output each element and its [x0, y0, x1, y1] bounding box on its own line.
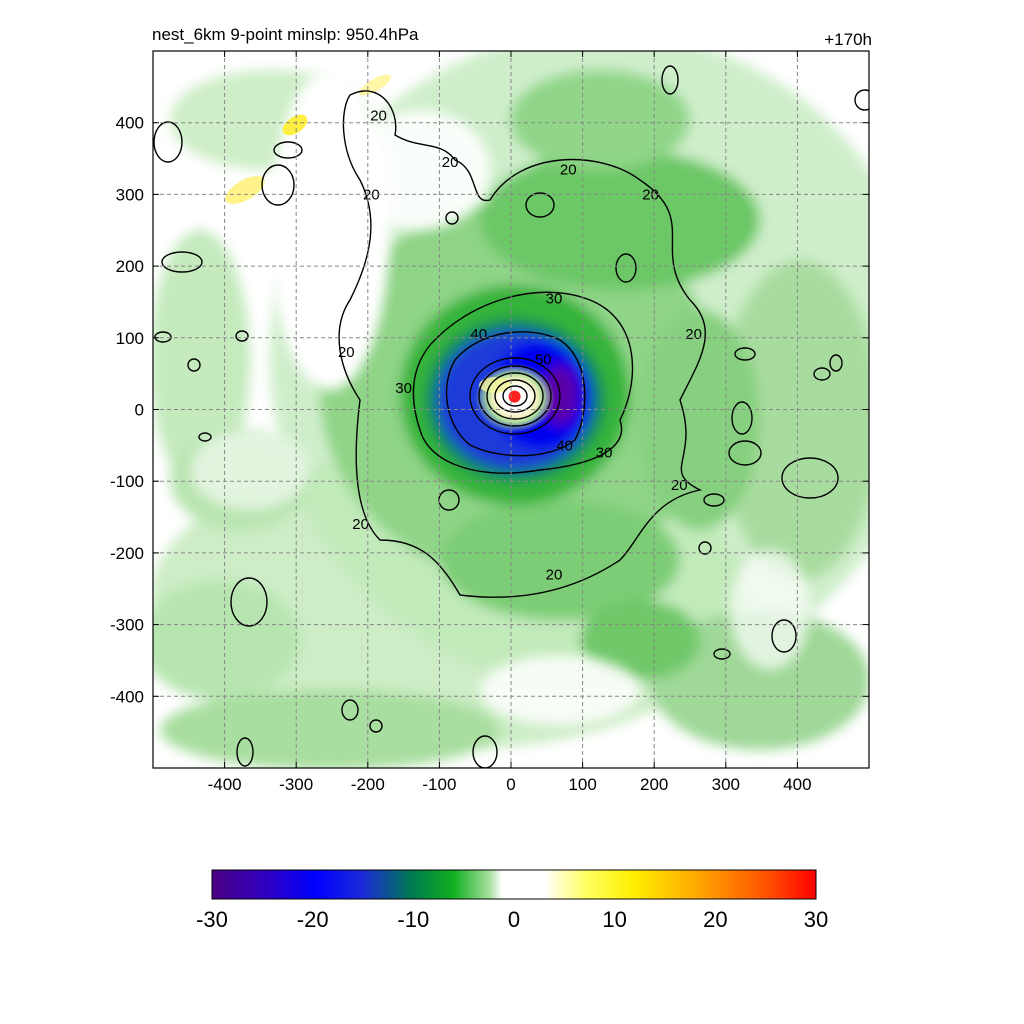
colorbar-ticks: -30 -20 -10 0 10 20 30 [196, 907, 828, 932]
y-tick-label: -300 [110, 616, 144, 635]
colorbar-bar [211, 869, 817, 900]
colorbar-tick-label: 30 [804, 907, 828, 932]
contour-label: 20 [546, 566, 563, 583]
contour-label: 20 [560, 161, 577, 178]
y-tick-label: -100 [110, 472, 144, 491]
colorbar-tick-label: -30 [196, 907, 228, 932]
x-tick-label: 200 [640, 775, 668, 794]
x-tick-label: 300 [712, 775, 740, 794]
y-tick-label: 100 [116, 329, 144, 348]
contour-lines [153, 65, 869, 768]
contour-label: 20 [352, 516, 369, 533]
x-tick-label: -300 [279, 775, 313, 794]
x-axis: -400 -300 -200 -100 0 100 200 300 400 [208, 51, 812, 794]
colorbar: -30 -20 -10 0 10 20 30 [196, 869, 828, 932]
x-tick-label: -400 [208, 775, 242, 794]
x-tick-label: 400 [783, 775, 811, 794]
contour-label: 30 [395, 380, 412, 397]
y-tick-label: -200 [110, 544, 144, 563]
x-tick-label: 0 [506, 775, 515, 794]
contour-label: 20 [442, 154, 459, 171]
y-tick-label: -400 [110, 687, 144, 706]
contour-label: 20 [685, 326, 702, 343]
grid-lines [153, 51, 869, 768]
forecast-hour-label: +170h [824, 30, 872, 49]
contour-label: 30 [546, 290, 563, 307]
contour-label: 40 [470, 326, 487, 343]
chart-title: nest_6km 9-point minslp: 950.4hPa [152, 25, 419, 44]
y-tick-label: 200 [116, 257, 144, 276]
colorbar-tick-label: -20 [297, 907, 329, 932]
colorbar-tick-label: 0 [508, 907, 520, 932]
contour-label: 20 [671, 477, 688, 494]
y-tick-label: 300 [116, 185, 144, 204]
contour-label: 20 [370, 108, 387, 125]
contour-label: 20 [338, 344, 355, 361]
contour-label: 40 [556, 437, 573, 454]
x-tick-label: -200 [351, 775, 385, 794]
colorbar-tick-label: 10 [602, 907, 626, 932]
x-tick-label: 100 [568, 775, 596, 794]
y-tick-label: 0 [135, 401, 144, 420]
storm-center-marker [508, 390, 521, 403]
y-tick-label: 400 [116, 114, 144, 133]
contour-label: 30 [596, 445, 613, 462]
y-axis: 400 300 200 100 0 -100 -200 -300 -400 [110, 114, 869, 706]
x-tick-label: -100 [422, 775, 456, 794]
colorbar-tick-label: 20 [703, 907, 727, 932]
colorbar-tick-label: -10 [397, 907, 429, 932]
contour-label: 50 [535, 351, 552, 368]
